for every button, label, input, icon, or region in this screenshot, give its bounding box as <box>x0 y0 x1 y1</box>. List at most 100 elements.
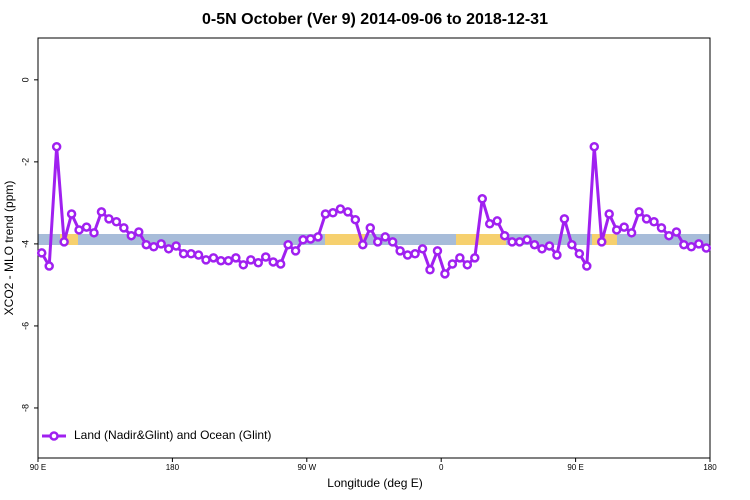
data-point <box>89 228 99 238</box>
data-point <box>701 243 712 253</box>
data-point <box>604 209 614 219</box>
data-point <box>51 141 62 152</box>
data-point <box>387 237 398 247</box>
data-point <box>455 253 465 263</box>
data-point <box>582 261 592 271</box>
data-point <box>410 248 420 259</box>
data-point <box>104 214 114 224</box>
data-point <box>567 239 577 250</box>
data-point <box>66 209 77 219</box>
data-point <box>119 223 129 233</box>
data-point <box>216 255 226 266</box>
data-point <box>81 222 92 232</box>
data-point <box>492 216 502 226</box>
legend-marker <box>49 431 59 441</box>
data-point <box>447 259 458 269</box>
data-point <box>507 237 517 247</box>
data-point <box>417 244 428 254</box>
data-point <box>380 232 390 242</box>
data-point <box>141 239 152 250</box>
data-point <box>148 242 159 252</box>
data-point <box>208 253 219 263</box>
data-point <box>260 252 271 262</box>
data-point <box>470 253 480 263</box>
data-point <box>544 241 555 251</box>
data-point <box>589 141 600 152</box>
x-tick-label: 180 <box>166 463 180 472</box>
data-point <box>529 239 540 250</box>
data-point <box>328 207 338 218</box>
y-tick-label: -2 <box>20 158 30 166</box>
data-point <box>171 241 181 251</box>
data-point <box>290 246 301 256</box>
data-point <box>432 246 443 256</box>
data-point <box>313 232 323 242</box>
data-point <box>611 225 622 235</box>
data-point <box>477 194 488 204</box>
y-tick-label: -4 <box>20 240 30 248</box>
data-point <box>537 244 547 254</box>
data-point <box>619 222 629 232</box>
x-tick-label: 90 E <box>567 463 583 472</box>
x-tick-label: 90 W <box>297 463 316 472</box>
data-point <box>134 227 144 237</box>
data-point <box>126 230 137 241</box>
y-tick-label: 0 <box>20 77 30 82</box>
data-point <box>634 207 644 217</box>
data-point <box>552 250 562 260</box>
data-point <box>484 219 495 229</box>
data-point <box>559 214 570 224</box>
data-point <box>514 237 525 247</box>
data-point <box>499 230 510 241</box>
chart-title: 0-5N October (Ver 9) 2014-09-06 to 2018-… <box>202 11 548 28</box>
data-point <box>694 239 704 249</box>
land-band <box>60 234 78 245</box>
data-point <box>59 237 69 247</box>
data-point <box>372 237 383 247</box>
data-point <box>425 264 435 275</box>
y-tick-label: -8 <box>20 404 30 412</box>
y-tick-label: -6 <box>20 322 30 330</box>
data-point <box>343 207 353 217</box>
data-point <box>649 217 659 227</box>
data-point <box>156 239 166 249</box>
data-point <box>268 257 278 267</box>
data-point <box>440 269 450 279</box>
x-tick-label: 180 <box>703 463 717 472</box>
data-point <box>350 214 361 225</box>
data-point <box>36 248 47 258</box>
plot-frame <box>37 37 711 459</box>
x-tick-label: 0 <box>439 463 444 472</box>
land-band <box>456 234 506 245</box>
data-point <box>223 255 234 266</box>
data-point <box>193 250 204 260</box>
data-point <box>231 253 241 263</box>
data-point <box>44 261 54 271</box>
x-axis-label: Longitude (deg E) <box>327 476 422 490</box>
data-point <box>275 259 286 269</box>
data-point <box>283 239 293 250</box>
data-point <box>163 244 174 254</box>
data-point <box>402 250 413 260</box>
data-point <box>74 225 84 235</box>
data-point <box>246 255 256 265</box>
data-point <box>298 235 308 245</box>
data-point <box>253 258 264 268</box>
legend-label: Land (Nadir&Glint) and Ocean (Glint) <box>74 428 271 442</box>
y-axis-label: XCO2 - MLO trend (ppm) <box>2 181 16 316</box>
data-point <box>178 248 189 259</box>
x-tick-label: 90 E <box>30 463 46 472</box>
data-point <box>656 223 667 233</box>
data-point <box>686 242 697 252</box>
data-point <box>335 204 346 214</box>
data-point <box>664 230 674 241</box>
data-point <box>679 239 689 250</box>
data-point <box>238 260 249 270</box>
land-band <box>325 234 365 245</box>
data-point <box>305 234 316 244</box>
data-point <box>186 248 196 259</box>
data-point <box>574 248 585 259</box>
data-point <box>626 228 637 238</box>
data-point <box>96 207 107 217</box>
